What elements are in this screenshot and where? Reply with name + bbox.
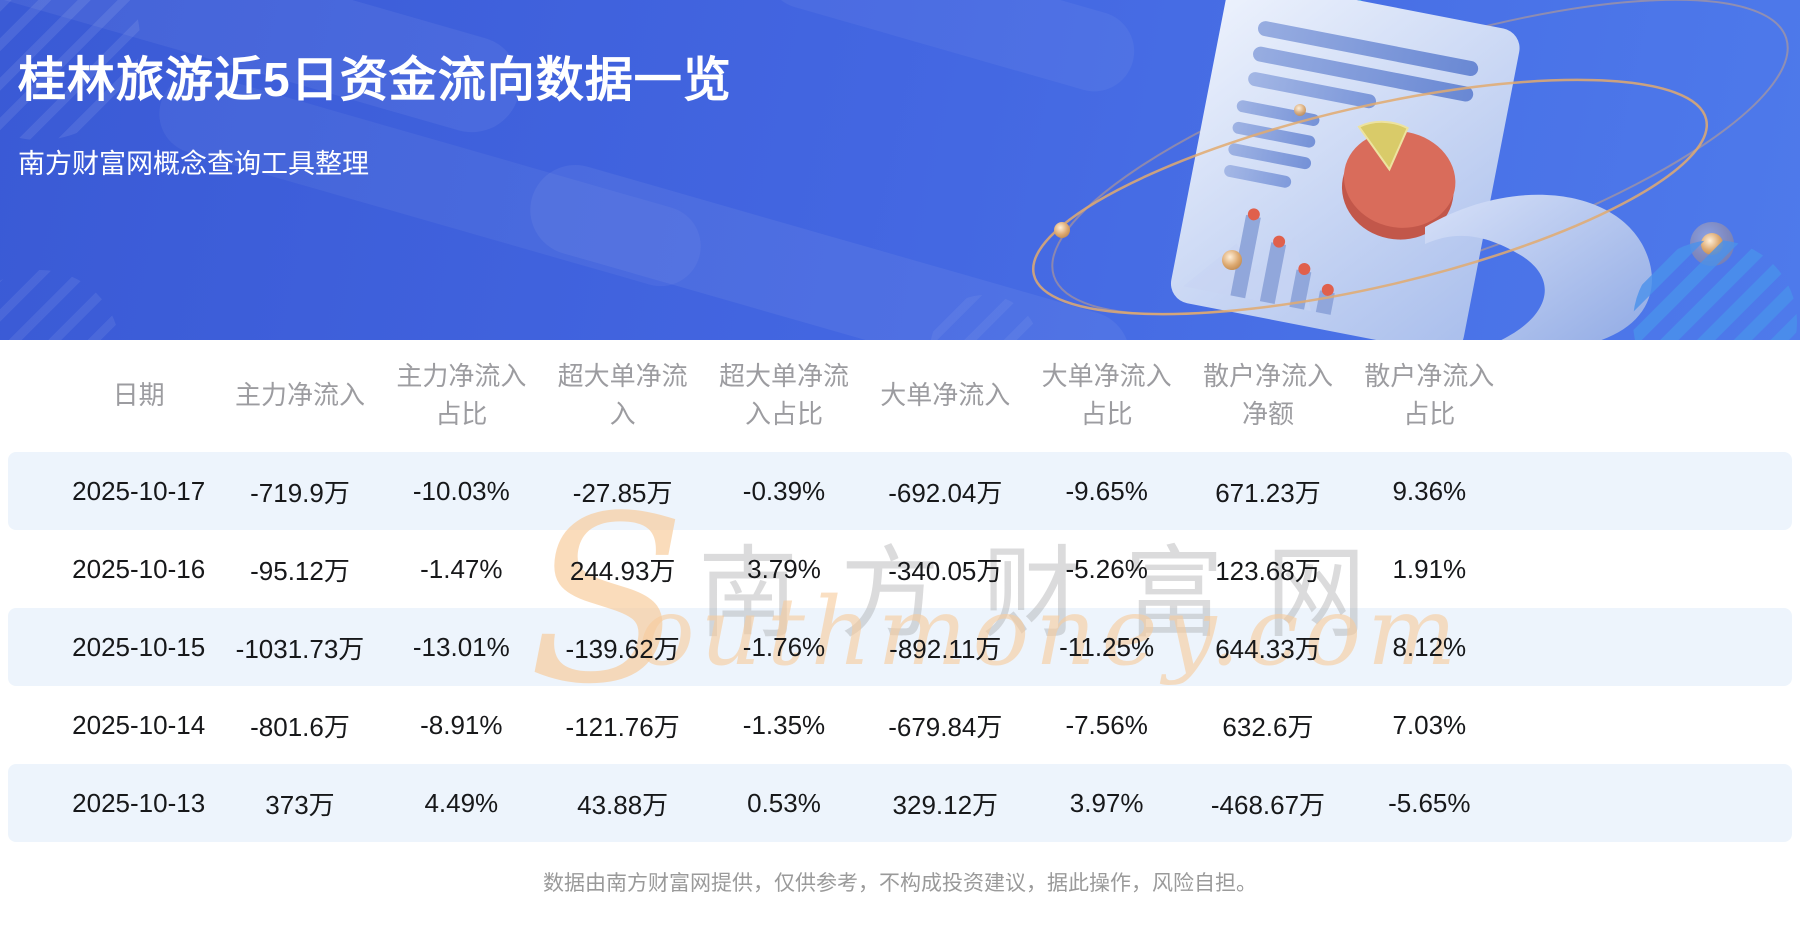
table-cell: -95.12万 <box>250 555 350 586</box>
orbit-line-front <box>1031 78 1709 316</box>
table-cell: 1.91% <box>1392 553 1467 584</box>
table-cell: 2025-10-13 <box>72 787 206 818</box>
table-cell: 7.03% <box>1392 709 1467 740</box>
table-cell: 8.12% <box>1392 631 1467 662</box>
table-cell: -13.01% <box>412 631 510 662</box>
table-header-row: 日期 主力净流入 主力净流入占比 超大单净流入 超大单净流入占比 大单净流入 大单净流入占比… <box>58 340 1510 452</box>
bar-chart-icon <box>1183 208 1335 315</box>
column-header: 主力净流入占比 <box>396 361 527 429</box>
table-cell: 0.53% <box>747 787 821 818</box>
table-cell: -5.65% <box>1388 787 1471 818</box>
fund-flow-table: 日期 主力净流入 主力净流入占比 超大单净流入 超大单净流入占比 大单净流入 大单净流入占比… <box>58 340 1510 842</box>
text-line <box>1228 143 1312 170</box>
text-line <box>1236 100 1320 126</box>
table-cell: 373万 <box>265 789 335 820</box>
column-header: 大单净流入 <box>880 380 1011 411</box>
column-header: 散户净流入净额 <box>1202 361 1333 429</box>
table-cell: 244.93万 <box>569 555 676 586</box>
table-cell: 3.97% <box>1069 787 1144 818</box>
table-cell: -1031.73万 <box>235 633 365 664</box>
table-cell: 4.49% <box>424 787 499 818</box>
table-cell: -1.35% <box>742 709 826 740</box>
row-stripe <box>8 608 1792 686</box>
row-stripe <box>8 452 1792 530</box>
orbit-bead <box>1054 222 1070 238</box>
table-row: 2025-10-15 -1031.73万 -13.01% -139.62万 -1.76%… <box>58 608 1510 686</box>
text-line <box>1248 72 1377 109</box>
table-cell: 644.33万 <box>1215 633 1321 664</box>
table-cell: 632.6万 <box>1222 711 1314 742</box>
table-cell: 2025-10-14 <box>72 709 206 740</box>
page-curl <box>1425 194 1652 340</box>
table-row: 2025-10-16 -95.12万 -1.47% 244.93万 3.79% -340.… <box>58 530 1510 608</box>
text-line <box>1224 165 1292 188</box>
column-header: 散户净流入占比 <box>1364 361 1495 429</box>
table-cell: -1.76% <box>742 631 826 662</box>
table-cell: -5.26% <box>1065 553 1148 584</box>
orbit-bead <box>1222 250 1242 270</box>
table-cell: -7.56% <box>1065 709 1148 740</box>
table-row: 2025-10-17 -719.9万 -10.03% -27.85万 -0.39% -69… <box>58 452 1510 530</box>
decor-stripes-circle <box>0 270 120 340</box>
table-cell: -719.9万 <box>250 477 350 508</box>
table-cell: -801.6万 <box>250 711 350 742</box>
table-cell: -11.25% <box>1059 631 1155 662</box>
table-cell: 43.88万 <box>577 789 669 820</box>
table-cell: 123.68万 <box>1215 555 1321 586</box>
table-cell: 9.36% <box>1392 475 1467 506</box>
column-header: 大单净流入占比 <box>1041 361 1172 429</box>
table-row: 2025-10-13 373万 4.49% 43.88万 0.53% 329.12万 3.9… <box>58 764 1510 842</box>
column-header: 超大单净流入 <box>557 361 688 429</box>
table-cell: -679.84万 <box>888 711 1003 742</box>
striped-circle <box>1633 240 1797 340</box>
hero-banner: 桂林旅游近5日资金流向数据一览 南方财富网概念查询工具整理 <box>0 0 1800 340</box>
column-header: 主力净流入 <box>234 380 365 411</box>
orbit-bead <box>1294 104 1306 116</box>
table-row: 2025-10-14 -801.6万 -8.91% -121.76万 -1.35% -67… <box>58 686 1510 764</box>
data-table-section: 南方财富网 S outhmoney.com 日期 主力净流入 主力净流入占比 超大单净… <box>0 340 1800 852</box>
table-cell: -8.91% <box>420 709 503 740</box>
table-cell: -27.85万 <box>572 477 673 508</box>
table-cell: 3.79% <box>747 553 821 584</box>
table-cell: -0.39% <box>742 475 826 506</box>
page-title: 桂林旅游近5日资金流向数据一览 <box>18 54 732 107</box>
table-cell: -892.11万 <box>889 633 1002 664</box>
table-cell: -9.65% <box>1065 475 1148 506</box>
table-body: 2025-10-17 -719.9万 -10.03% -27.85万 -0.39% -69… <box>58 452 1510 842</box>
table-cell: 2025-10-16 <box>72 553 206 584</box>
column-header: 超大单净流入占比 <box>718 361 849 429</box>
table-cell: 329.12万 <box>892 789 999 820</box>
table-cell: -1.47% <box>420 553 503 584</box>
page-subtitle: 南方财富网概念查询工具整理 <box>18 149 369 179</box>
row-stripe <box>8 764 1792 842</box>
table-head: 日期 主力净流入 主力净流入占比 超大单净流入 超大单净流入占比 大单净流入 大单净流入占比… <box>58 340 1510 452</box>
table-cell: -10.03% <box>412 475 510 506</box>
text-line <box>1232 121 1316 148</box>
table-cell: -692.04万 <box>888 477 1003 508</box>
table-cell: -139.62万 <box>565 633 680 664</box>
pie-chart-icon <box>1341 120 1456 240</box>
column-header: 日期 <box>112 380 165 411</box>
header-illustration <box>1031 0 1797 340</box>
table-cell: -340.05万 <box>888 555 1003 586</box>
disclaimer-text: 数据由南方财富网提供，仅供参考，不构成投资建议，据此操作，风险自担。 <box>543 872 1257 895</box>
table-cell: 2025-10-17 <box>72 475 206 506</box>
document-icon <box>1170 0 1520 340</box>
table-cell: -468.67万 <box>1210 789 1326 820</box>
table-cell: -121.76万 <box>565 711 680 742</box>
text-line <box>1253 46 1474 102</box>
table-cell: 671.23万 <box>1215 477 1321 508</box>
table-cell: 2025-10-15 <box>72 631 206 662</box>
text-line <box>1257 21 1479 77</box>
